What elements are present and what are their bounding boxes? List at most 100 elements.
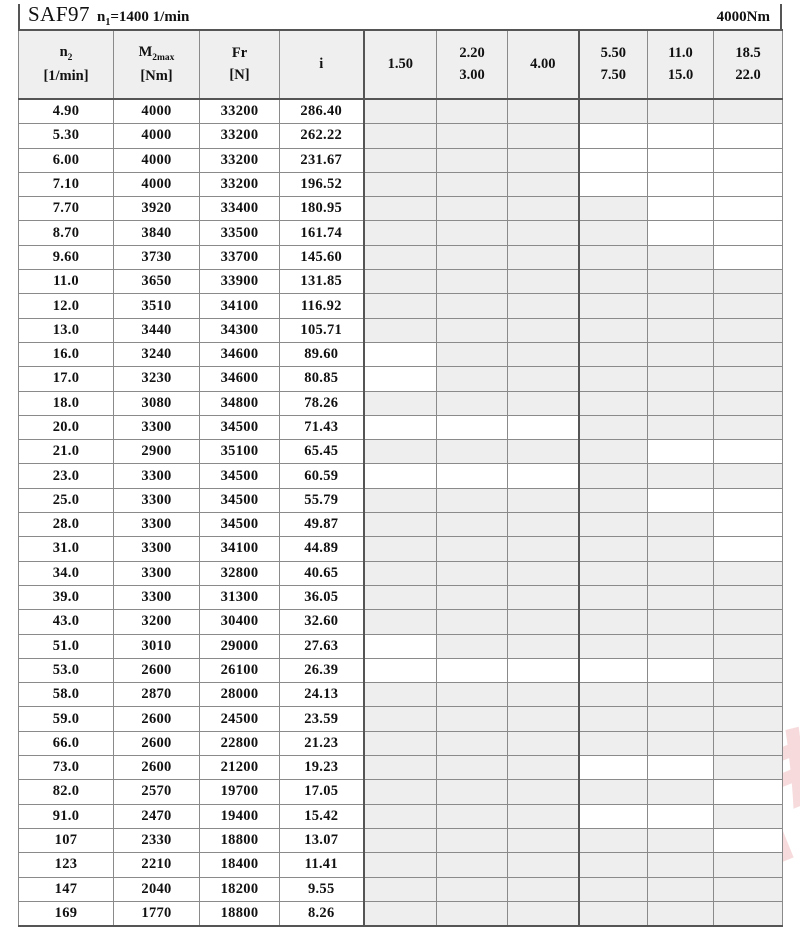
cell-motor-power-5[interactable] [647,123,714,149]
cell-motor-power-2[interactable] [436,512,508,538]
cell-motor-power-5[interactable] [647,512,714,538]
cell-motor-power-6[interactable] [713,366,783,392]
cell-motor-power-2[interactable] [436,366,508,392]
cell-motor-power-1[interactable] [362,536,437,562]
cell-motor-power-2[interactable] [436,827,508,854]
cell-motor-power-5[interactable] [647,584,714,611]
cell-motor-power-5[interactable] [647,171,714,198]
cell-motor-power-3[interactable] [507,390,580,416]
cell-motor-power-6[interactable] [713,196,783,222]
cell-motor-power-1[interactable] [362,900,437,927]
cell-motor-power-2[interactable] [436,900,508,927]
cell-motor-power-4[interactable] [578,876,648,902]
cell-motor-power-5[interactable] [647,293,714,319]
cell-motor-power-4[interactable] [578,147,648,173]
cell-motor-power-1[interactable] [362,755,437,781]
cell-motor-power-1[interactable] [362,730,437,757]
cell-motor-power-3[interactable] [507,98,580,125]
cell-motor-power-1[interactable] [362,779,437,805]
cell-motor-power-2[interactable] [436,536,508,562]
cell-motor-power-6[interactable] [713,317,783,343]
cell-motor-power-2[interactable] [436,98,508,125]
cell-motor-power-5[interactable] [647,852,714,878]
cell-motor-power-1[interactable] [362,876,437,902]
cell-motor-power-1[interactable] [362,171,437,198]
cell-motor-power-4[interactable] [578,900,648,927]
cell-motor-power-1[interactable] [362,220,437,246]
cell-motor-power-6[interactable] [713,123,783,149]
cell-motor-power-4[interactable] [578,852,648,878]
cell-motor-power-6[interactable] [713,269,783,295]
cell-motor-power-2[interactable] [436,269,508,295]
cell-motor-power-1[interactable] [362,366,437,392]
cell-motor-power-5[interactable] [647,827,714,854]
cell-motor-power-1[interactable] [362,487,437,514]
cell-motor-power-3[interactable] [507,366,580,392]
cell-motor-power-3[interactable] [507,414,580,441]
cell-motor-power-5[interactable] [647,269,714,295]
cell-motor-power-6[interactable] [713,244,783,271]
cell-motor-power-1[interactable] [362,439,437,465]
cell-motor-power-3[interactable] [507,317,580,343]
cell-motor-power-3[interactable] [507,220,580,246]
cell-motor-power-3[interactable] [507,730,580,757]
cell-motor-power-4[interactable] [578,560,648,586]
cell-motor-power-5[interactable] [647,803,714,829]
cell-motor-power-3[interactable] [507,244,580,271]
cell-motor-power-2[interactable] [436,463,508,489]
cell-motor-power-6[interactable] [713,633,783,659]
cell-motor-power-1[interactable] [362,414,437,441]
cell-motor-power-3[interactable] [507,584,580,611]
cell-motor-power-6[interactable] [713,463,783,489]
cell-motor-power-3[interactable] [507,755,580,781]
cell-motor-power-2[interactable] [436,439,508,465]
cell-motor-power-2[interactable] [436,220,508,246]
cell-motor-power-4[interactable] [578,633,648,659]
cell-motor-power-6[interactable] [713,827,783,854]
cell-motor-power-2[interactable] [436,560,508,586]
cell-motor-power-6[interactable] [713,536,783,562]
cell-motor-power-5[interactable] [647,536,714,562]
cell-motor-power-1[interactable] [362,196,437,222]
cell-motor-power-1[interactable] [362,269,437,295]
cell-motor-power-5[interactable] [647,244,714,271]
cell-motor-power-6[interactable] [713,560,783,586]
cell-motor-power-1[interactable] [362,317,437,343]
cell-motor-power-5[interactable] [647,341,714,368]
cell-motor-power-4[interactable] [578,196,648,222]
cell-motor-power-5[interactable] [647,560,714,586]
cell-motor-power-6[interactable] [713,147,783,173]
cell-motor-power-6[interactable] [713,293,783,319]
cell-motor-power-4[interactable] [578,584,648,611]
cell-motor-power-3[interactable] [507,463,580,489]
cell-motor-power-6[interactable] [713,439,783,465]
cell-motor-power-6[interactable] [713,779,783,805]
cell-motor-power-6[interactable] [713,900,783,927]
cell-motor-power-6[interactable] [713,730,783,757]
cell-motor-power-2[interactable] [436,171,508,198]
cell-motor-power-1[interactable] [362,463,437,489]
cell-motor-power-6[interactable] [713,657,783,684]
cell-motor-power-6[interactable] [713,609,783,635]
cell-motor-power-6[interactable] [713,171,783,198]
cell-motor-power-2[interactable] [436,633,508,659]
cell-motor-power-1[interactable] [362,657,437,684]
cell-motor-power-4[interactable] [578,730,648,757]
cell-motor-power-2[interactable] [436,682,508,708]
cell-motor-power-6[interactable] [713,682,783,708]
cell-motor-power-4[interactable] [578,463,648,489]
cell-motor-power-3[interactable] [507,487,580,514]
cell-motor-power-3[interactable] [507,633,580,659]
cell-motor-power-4[interactable] [578,827,648,854]
cell-motor-power-6[interactable] [713,803,783,829]
cell-motor-power-5[interactable] [647,706,714,732]
cell-motor-power-3[interactable] [507,682,580,708]
cell-motor-power-1[interactable] [362,293,437,319]
cell-motor-power-2[interactable] [436,196,508,222]
cell-motor-power-4[interactable] [578,341,648,368]
cell-motor-power-5[interactable] [647,317,714,343]
cell-motor-power-1[interactable] [362,244,437,271]
cell-motor-power-4[interactable] [578,98,648,125]
cell-motor-power-1[interactable] [362,584,437,611]
cell-motor-power-5[interactable] [647,414,714,441]
